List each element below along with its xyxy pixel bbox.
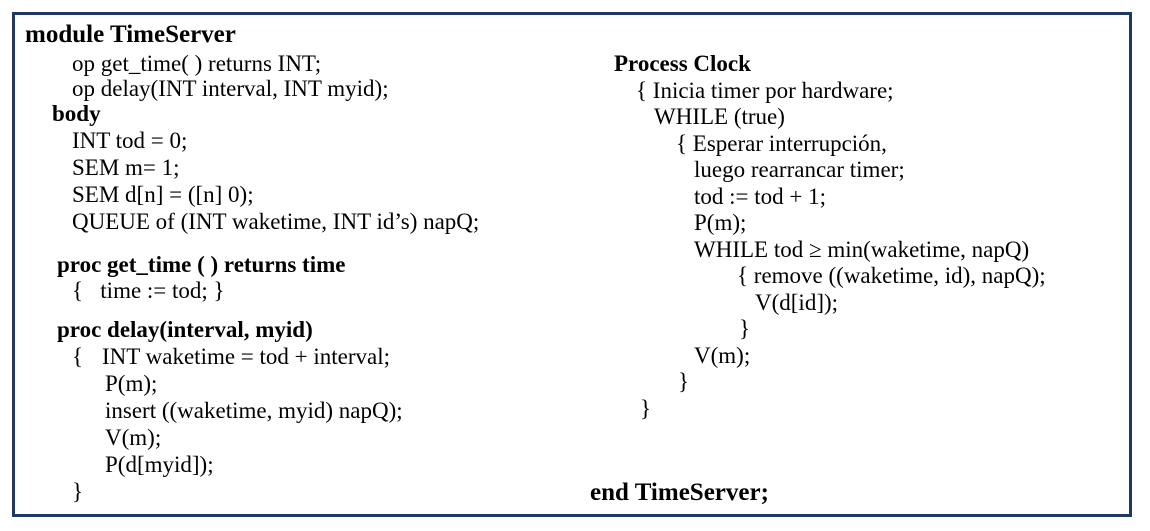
- delay-proc-open-brace: {: [72, 344, 84, 369]
- clock-line: tod := tod + 1;: [694, 184, 827, 209]
- clock-line: }: [678, 369, 690, 394]
- delay-proc-stmt: P(m);: [105, 371, 158, 396]
- delay-proc-waketime: INT waketime = tod + interval;: [102, 344, 391, 369]
- delay-proc-close-brace: }: [72, 479, 84, 504]
- clock-line: { remove ((waketime, id), napQ);: [737, 263, 1046, 288]
- code-frame: [12, 12, 1132, 517]
- clock-line: }: [739, 316, 751, 341]
- clock-line: V(d[id]);: [755, 290, 839, 315]
- clock-line: P(m);: [694, 210, 747, 235]
- get-time-proc-body: { time := tod; }: [72, 278, 225, 303]
- clock-line: WHILE tod ≥ min(waketime, napQ): [694, 237, 1030, 262]
- clock-line: luego rearrancar timer;: [694, 157, 905, 182]
- delay-proc-stmt: V(m);: [105, 425, 162, 450]
- delay-proc-stmt: P(d[myid]);: [105, 452, 214, 477]
- decl-sem-m: SEM m= 1;: [72, 155, 180, 180]
- clock-header: Process Clock: [614, 51, 751, 76]
- clock-line: { Inicia timer por hardware;: [636, 78, 894, 103]
- op-get-time: op get_time( ) returns INT;: [72, 51, 322, 76]
- body-label: body: [52, 101, 101, 126]
- op-delay: op delay(INT interval, INT myid);: [72, 76, 389, 101]
- decl-tod: INT tod = 0;: [72, 128, 188, 153]
- delay-proc-stmt: insert ((waketime, myid) napQ);: [105, 398, 403, 423]
- clock-line: { Esperar interrupción,: [676, 131, 887, 156]
- module-header: module TimeServer: [25, 21, 236, 48]
- clock-line: WHILE (true): [654, 104, 785, 129]
- decl-sem-d: SEM d[n] = ([n] 0);: [72, 182, 254, 207]
- delay-proc-header: proc delay(interval, myid): [57, 317, 313, 342]
- get-time-proc-header: proc get_time ( ) returns time: [57, 252, 346, 277]
- clock-line: V(m);: [694, 343, 751, 368]
- clock-line: }: [640, 396, 652, 421]
- module-footer: end TimeServer;: [590, 479, 769, 506]
- decl-queue: QUEUE of (INT waketime, INT id’s) napQ;: [72, 209, 480, 234]
